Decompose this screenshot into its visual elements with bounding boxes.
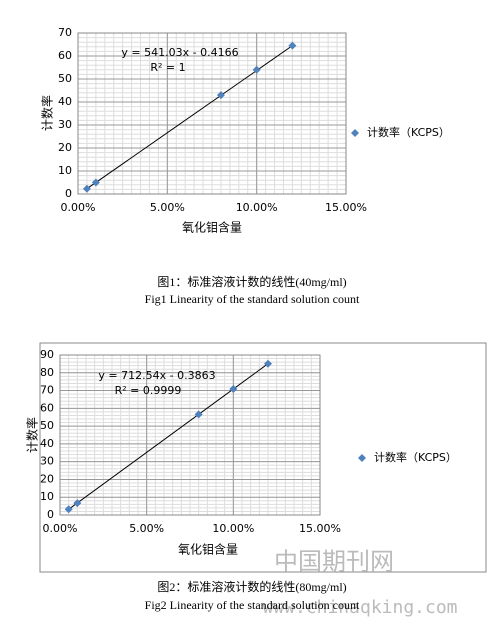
y-tick-label: 50 xyxy=(40,419,54,432)
trendline xyxy=(86,45,293,190)
watermark-url: www.chinaqking.com xyxy=(262,597,457,618)
x-tick-label: 0.00% xyxy=(61,201,96,214)
y-tick-label: 10 xyxy=(40,490,54,503)
data-point xyxy=(288,41,297,50)
x-tick-label: 15.00% xyxy=(325,201,367,214)
y-tick-label: 60 xyxy=(40,401,54,414)
y-tick-label: 70 xyxy=(58,26,72,39)
x-tick-label: 15.00% xyxy=(299,522,341,535)
y-tick-label: 40 xyxy=(40,437,54,450)
x-tick-label: 0.00% xyxy=(43,522,78,535)
x-tick-label: 10.00% xyxy=(212,522,254,535)
data-point xyxy=(264,359,272,368)
y-tick-label: 90 xyxy=(40,348,54,361)
y-tick-label: 0 xyxy=(65,187,72,200)
caption-en: Fig1 Linearity of the standard solution … xyxy=(145,292,360,306)
x-tick-label: 5.00% xyxy=(150,201,185,214)
data-point xyxy=(229,384,238,393)
caption: 图2：标准溶液计数的线性(80mg/ml) xyxy=(157,579,346,594)
chart-border xyxy=(39,342,487,573)
legend-marker xyxy=(358,454,366,462)
y-tick-label: 20 xyxy=(40,472,54,485)
y-tick-label: 50 xyxy=(58,72,72,85)
y-tick-label: 0 xyxy=(47,508,54,521)
y-tick-label: 70 xyxy=(40,384,54,397)
y-tick-label: 30 xyxy=(58,118,72,131)
x-tick-label: 5.00% xyxy=(129,522,164,535)
y-tick-label: 30 xyxy=(40,455,54,468)
legend-marker xyxy=(351,129,359,137)
annotation: y = 712.54x - 0.3863 xyxy=(98,369,215,382)
y-axis-label: 计数率 xyxy=(25,417,40,453)
data-point xyxy=(91,178,100,187)
y-tick-label: 80 xyxy=(40,366,54,379)
y-tick-label: 40 xyxy=(58,95,72,108)
y-axis-label: 计数率 xyxy=(40,95,55,131)
watermark-title: 中国期刊网 xyxy=(274,548,394,576)
legend-label: 计数率（KCPS） xyxy=(374,450,457,464)
annotation: R² = 0.9999 xyxy=(115,384,182,397)
y-tick-label: 20 xyxy=(58,141,72,154)
x-axis-label: 氧化钼含量 xyxy=(182,220,242,235)
data-point xyxy=(64,505,73,514)
x-tick-label: 10.00% xyxy=(236,201,278,214)
data-point xyxy=(73,499,82,508)
data-point xyxy=(194,410,203,419)
data-point xyxy=(82,184,91,193)
annotation: y = 541.03x - 0.4166 xyxy=(121,46,238,59)
x-axis-label: 氧化钼含量 xyxy=(178,542,238,557)
y-tick-label: 60 xyxy=(58,49,72,62)
data-point xyxy=(216,91,225,100)
plot-area xyxy=(59,354,321,516)
plot-area xyxy=(77,32,347,195)
y-tick-label: 10 xyxy=(58,164,72,177)
legend-label: 计数率（KCPS） xyxy=(367,125,450,139)
data-point xyxy=(252,65,261,74)
caption-en: Fig2 Linearity of the standard solution … xyxy=(145,598,360,612)
caption: 图1：标准溶液计数的线性(40mg/ml) xyxy=(157,274,346,289)
annotation: R² = 1 xyxy=(150,61,185,74)
